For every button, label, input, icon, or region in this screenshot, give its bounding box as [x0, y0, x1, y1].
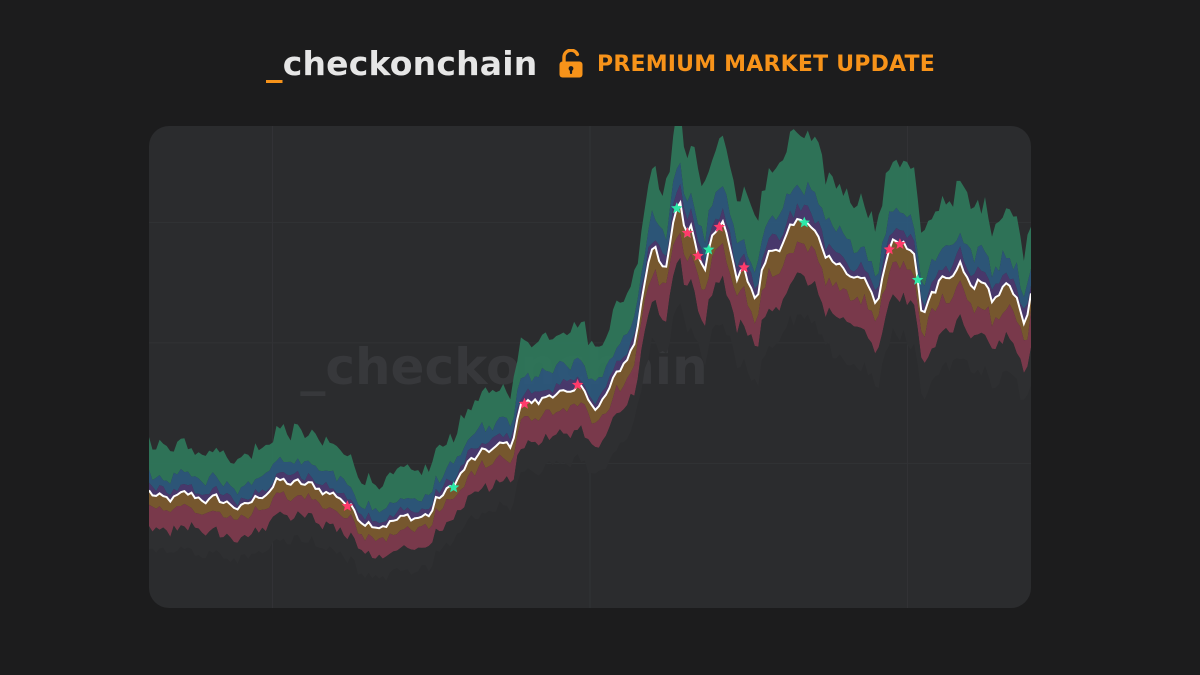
- buy-signal-star: [447, 481, 460, 493]
- buy-signal-star: [703, 243, 715, 255]
- band-chart: _checkonchain: [149, 126, 1031, 608]
- band-areas: [149, 126, 1031, 581]
- band-red: [149, 232, 1031, 559]
- sell-signal-star: [692, 249, 704, 261]
- price-series: [149, 199, 1031, 530]
- buy-signal-star: [671, 202, 683, 214]
- buy-signal-star: [911, 273, 924, 285]
- sell-signal-star: [713, 221, 725, 232]
- brand-name: checkonchain: [282, 44, 538, 83]
- brand-logo: _checkonchain: [266, 40, 537, 88]
- brand-underscore: _: [266, 44, 283, 83]
- sell-signal-star: [894, 238, 906, 249]
- unlocked-padlock-icon: [559, 49, 583, 78]
- signal-markers: [341, 202, 924, 511]
- premium-badge-label: PREMIUM MARKET UPDATE: [597, 51, 935, 77]
- sell-signal-star: [883, 243, 895, 255]
- premium-badge: PREMIUM MARKET UPDATE: [558, 46, 935, 82]
- sell-signal-star: [738, 261, 750, 273]
- chart-panel: _checkonchain: [149, 126, 1031, 608]
- sell-signal-star: [681, 227, 694, 238]
- sell-signal-star: [341, 500, 354, 511]
- sell-signal-star: [571, 378, 584, 390]
- sell-signal-star: [518, 397, 531, 409]
- buy-signal-star: [798, 216, 810, 228]
- band-green: [149, 126, 1031, 513]
- price-line: [149, 199, 1031, 530]
- band-floor: [149, 258, 1031, 581]
